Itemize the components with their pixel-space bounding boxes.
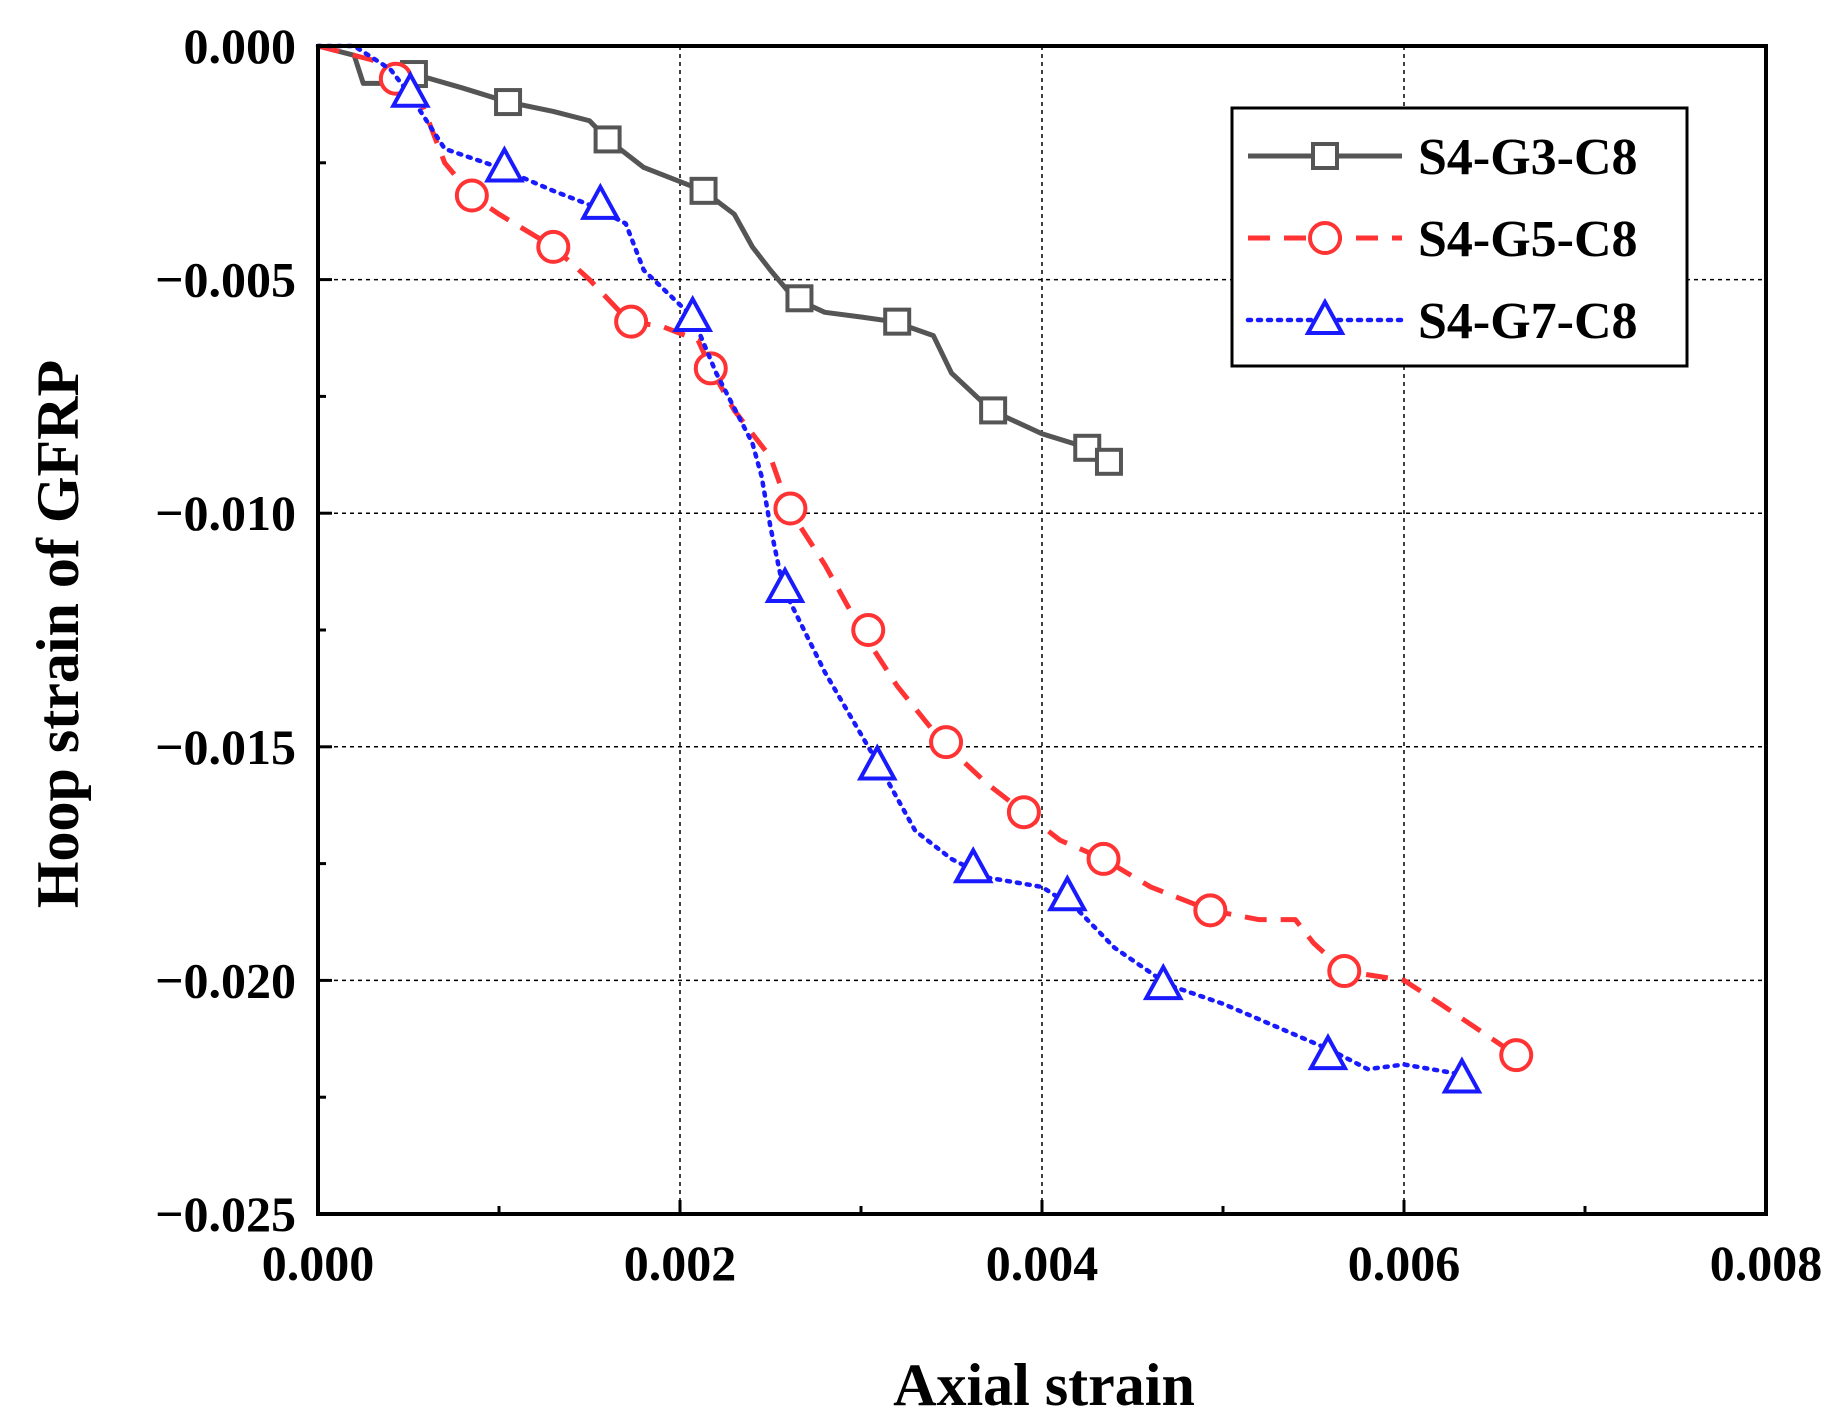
- y-axis-title: Hoop strain of GFRP: [25, 360, 91, 908]
- legend: S4-G3-C8 S4-G5-C8 S4-G7-C8: [1230, 106, 1689, 368]
- series-marker: [856, 743, 898, 781]
- series-marker: [979, 396, 1008, 425]
- series-marker: [614, 304, 649, 339]
- x-tick-label: 0.004: [986, 1235, 1099, 1291]
- series-marker: [785, 284, 814, 313]
- series-marker: [579, 182, 621, 220]
- series-marker: [929, 725, 964, 760]
- y-tick-label: −0.010: [155, 485, 296, 541]
- series-marker: [1086, 841, 1121, 876]
- grid-lines: [318, 46, 1766, 1214]
- legend-box: [1230, 106, 1689, 368]
- y-tick-label: −0.020: [155, 952, 296, 1008]
- series-marker: [689, 176, 718, 205]
- series-S4-G3-C8: [317, 43, 1123, 476]
- series-marker: [389, 70, 431, 108]
- legend-label: S4-G5-C8: [1418, 211, 1638, 268]
- y-tick-label: 0.000: [184, 18, 297, 74]
- series-marker: [1327, 954, 1362, 989]
- series-marker: [672, 294, 714, 332]
- series-marker: [494, 88, 523, 117]
- x-tick-label: 0.000: [262, 1235, 375, 1291]
- series-marker: [536, 229, 571, 264]
- series-marker: [1193, 893, 1228, 928]
- x-axis-title: Axial strain: [893, 1352, 1195, 1418]
- series-marker: [1094, 447, 1123, 476]
- series-S4-G7-C8: [315, 43, 1483, 1094]
- series-marker: [952, 846, 994, 884]
- legend-marker: [1304, 297, 1346, 335]
- legend-marker: [1311, 142, 1339, 170]
- series-marker: [454, 178, 489, 213]
- x-tick-label: 0.002: [624, 1235, 737, 1291]
- series-line: [317, 43, 1518, 1058]
- series-marker: [1307, 1032, 1349, 1071]
- series-marker: [1142, 962, 1184, 1001]
- y-tick-label: −0.015: [155, 719, 296, 775]
- y-tick-label: −0.005: [155, 252, 296, 308]
- series-marker: [883, 307, 912, 336]
- data-series: [315, 43, 1534, 1094]
- series-marker: [484, 145, 525, 183]
- series-marker: [1441, 1056, 1483, 1094]
- x-tick-label: 0.008: [1710, 1235, 1823, 1291]
- series-marker: [1006, 795, 1041, 830]
- legend-label: S4-G3-C8: [1418, 129, 1638, 186]
- series-marker: [593, 125, 622, 154]
- series-marker: [764, 565, 806, 603]
- axis-ticks: 0.000 0.002 0.004 0.006 0.008 0.000 −0.005 −0.0…: [155, 18, 1822, 1291]
- legend-marker: [1308, 221, 1342, 255]
- series-marker: [1499, 1038, 1534, 1073]
- legend-label: S4-G7-C8: [1418, 293, 1638, 350]
- x-tick-label: 0.006: [1348, 1235, 1461, 1291]
- series-marker: [1046, 874, 1088, 912]
- series-marker: [851, 613, 886, 647]
- y-tick-label: −0.025: [155, 1186, 296, 1242]
- series-marker: [773, 491, 808, 526]
